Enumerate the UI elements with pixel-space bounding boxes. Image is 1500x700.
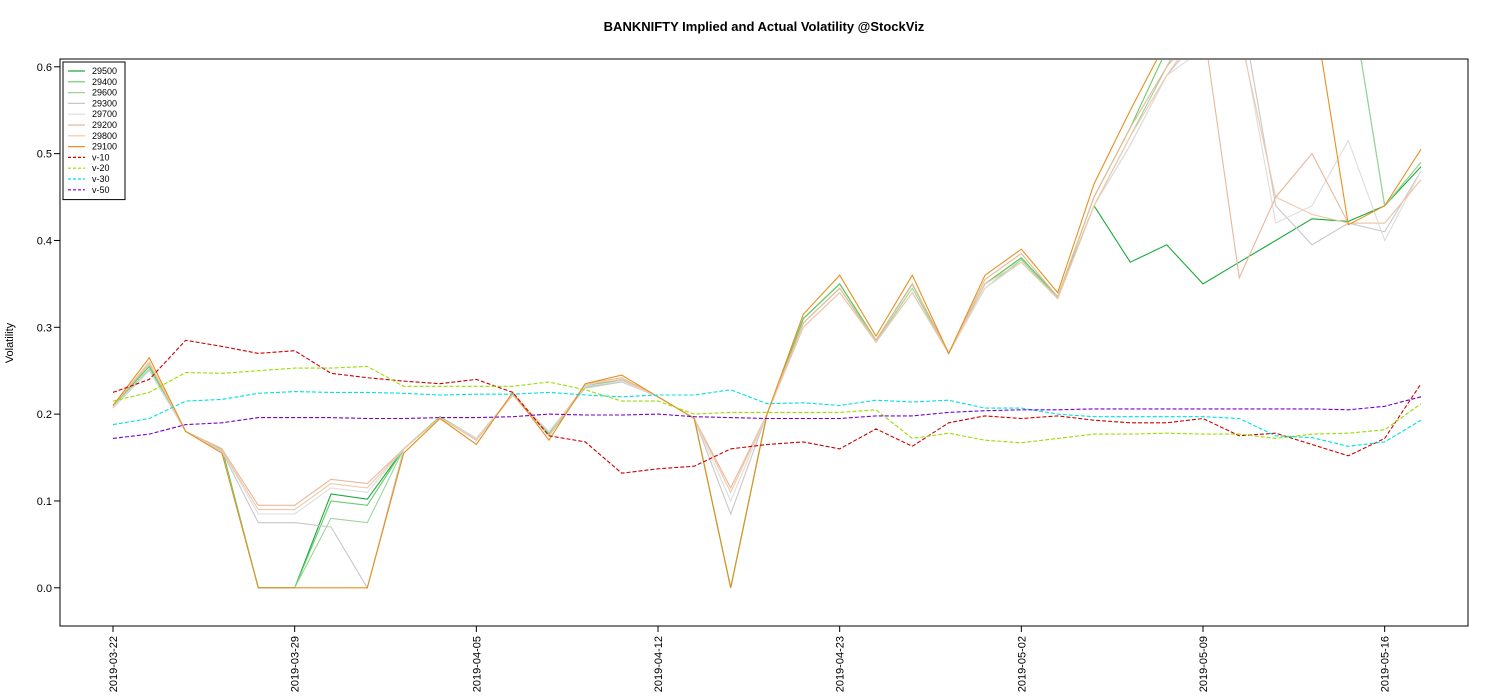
- x-tick-label: 2019-04-23: [835, 636, 847, 692]
- series-line: [112, 339, 1422, 474]
- legend-label: 29500: [92, 66, 117, 76]
- series-line: [112, 60, 1422, 506]
- series-line: [112, 60, 1422, 511]
- x-tick-label: 2019-04-05: [471, 636, 483, 692]
- x-tick-label: 2019-05-09: [1198, 636, 1210, 692]
- y-tick-label: 0.0: [37, 583, 52, 595]
- x-tick-label: 2019-03-22: [108, 636, 120, 692]
- y-tick-label: 0.1: [37, 496, 52, 508]
- y-tick-label: 0.6: [37, 62, 52, 74]
- legend-label: v-30: [92, 174, 110, 184]
- y-axis-label: Volatility: [4, 322, 16, 363]
- y-tick-label: 0.3: [37, 322, 52, 334]
- legend-label: v-20: [92, 163, 110, 173]
- x-tick-label: 2019-05-02: [1016, 636, 1028, 692]
- series-line: [112, 60, 1422, 515]
- series-line: [112, 389, 1422, 447]
- chart-title: BANKNIFTY Implied and Actual Volatility …: [604, 19, 925, 34]
- series-line: [112, 60, 1422, 589]
- legend-label: v-50: [92, 185, 110, 195]
- y-tick-label: 0.5: [37, 149, 52, 161]
- legend-label: 29800: [92, 131, 117, 141]
- legend-label: 29200: [92, 120, 117, 130]
- legend-label: 29300: [92, 98, 117, 108]
- legend-label: 29600: [92, 88, 117, 98]
- x-tick-label: 2019-05-16: [1380, 636, 1392, 692]
- legend-label: 29100: [92, 142, 117, 152]
- x-tick-label: 2019-04-12: [653, 636, 665, 692]
- legend-box: [62, 61, 126, 201]
- series-line: [112, 365, 1422, 444]
- legend-label: v-10: [92, 152, 110, 162]
- y-tick-label: 0.4: [37, 235, 52, 247]
- lines: [112, 60, 1422, 590]
- legend-label: 29400: [92, 77, 117, 87]
- x-tick-label: 2019-03-29: [290, 636, 302, 692]
- series-line: [112, 396, 1422, 439]
- legend-label: 29700: [92, 109, 117, 119]
- y-tick-label: 0.2: [37, 409, 52, 421]
- plot-frame: [59, 58, 1469, 627]
